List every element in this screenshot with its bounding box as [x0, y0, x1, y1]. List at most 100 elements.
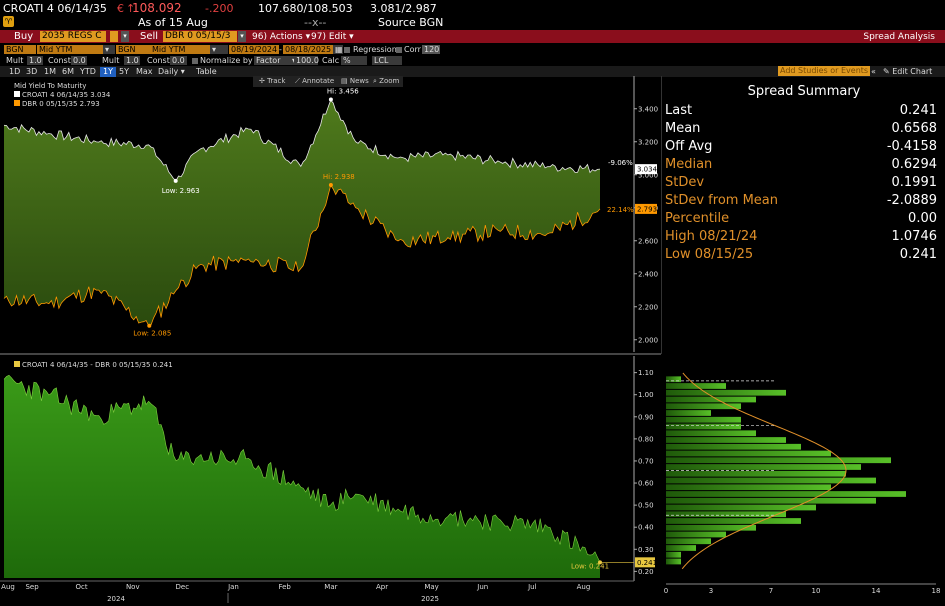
summary-label: Low 08/15/25 — [665, 247, 754, 262]
chevron-down-icon[interactable]: ▾ — [210, 45, 228, 54]
period-button[interactable]: 1D — [9, 67, 21, 76]
y-tick-label: 0.80 — [638, 435, 654, 443]
const1-field[interactable]: 0.0 — [71, 56, 87, 65]
yield-field-1[interactable]: Mid YTM — [37, 45, 103, 54]
extreme-marker — [328, 97, 333, 102]
summary-label: High 08/21/24 — [665, 229, 758, 244]
summary-label: StDev — [665, 175, 705, 190]
summary-value: 0.1991 — [891, 175, 938, 190]
chart-toolbar: ✢ Track ⟋ Annotate ▤ News ⌕ Zoom — [253, 76, 403, 87]
regression-checkbox[interactable] — [344, 47, 350, 53]
const2-field[interactable]: 0.0 — [170, 56, 187, 65]
histogram-bar — [666, 470, 846, 477]
action-bar: Buy 2035 REGS C ▾ Sell DBR 0 05/15/3 ▾ 9… — [0, 30, 945, 43]
const2-label: Const — [147, 56, 170, 65]
add-studies-field[interactable]: Add Studies or Events — [778, 66, 870, 76]
zoom-tool[interactable]: ⌕ Zoom — [373, 77, 400, 85]
last-value-text: 0.241 — [637, 559, 657, 567]
yield-field-2[interactable]: Mid YTM — [150, 45, 210, 54]
calendar-icon[interactable]: ▦ — [333, 45, 343, 54]
histogram-bar — [666, 524, 756, 531]
chevron-down-icon[interactable]: ▾ — [103, 45, 115, 54]
y-tick-label: 0.60 — [638, 480, 654, 488]
edit-menu[interactable]: 97) Edit ▾ — [311, 32, 354, 42]
pct-change-label: -9.06% — [608, 159, 633, 167]
buy-label: Buy — [14, 31, 34, 42]
corr-value-field[interactable]: 120 — [422, 45, 440, 54]
bloomberg-key-icon[interactable]: ♈ — [3, 16, 14, 27]
period-button[interactable]: 1M — [44, 67, 56, 76]
date-to-field[interactable]: 08/18/2025 — [283, 45, 333, 54]
actions-menu[interactable]: 96) Actions ▾ — [252, 32, 311, 42]
track-tool[interactable]: ✢ Track — [259, 77, 286, 85]
series-line-dbr — [3, 184, 601, 326]
collapse-icon[interactable]: « — [871, 67, 876, 76]
x-tick-label: Aug — [1, 583, 15, 591]
mult2-label: Mult — [102, 56, 120, 65]
mult1-field[interactable]: 1.0 — [27, 56, 43, 65]
lcl-select[interactable]: LCL — [372, 56, 402, 65]
period-button[interactable]: YTD — [80, 67, 96, 76]
summary-value: -0.4158 — [886, 139, 937, 154]
source2-field[interactable]: BGN — [116, 45, 150, 54]
edit-chart-button[interactable]: ✎ Edit Chart — [883, 67, 933, 76]
ticker-sub-bar: ♈ As of 15 Aug --x-- Source BGN — [0, 16, 945, 30]
x-tick-label: Nov — [126, 583, 140, 591]
x-tick-label: Dec — [176, 583, 190, 591]
histogram-bar — [666, 504, 816, 511]
period-button[interactable]: 6M — [62, 67, 74, 76]
histogram-bar — [666, 423, 741, 430]
y-tick-label: 0.70 — [638, 457, 654, 465]
chart-area[interactable]: 3.4003.2003.0002.8002.6002.4002.2002.000… — [0, 76, 661, 606]
sell-security-field[interactable]: DBR 0 05/15/3 — [163, 31, 237, 42]
summary-row: Last 0.241 — [665, 102, 937, 120]
annotate-tool[interactable]: ⟋ Annotate — [295, 77, 335, 85]
news-tool[interactable]: ▤ News — [341, 77, 369, 85]
summary-value: 0.6294 — [891, 157, 938, 172]
chevron-down-icon[interactable]: ▾ — [238, 31, 246, 42]
x-tick-label: 14 — [872, 587, 881, 595]
period-button-active[interactable]: 1Y — [100, 67, 116, 77]
histogram: 0 3 7 10 14 18 — [664, 372, 941, 595]
controls-panel: BGN Mid YTM ▾ BGN Mid YTM ▾ 08/19/2024 -… — [0, 44, 945, 78]
chevron-down-icon[interactable]: ▾ — [121, 31, 129, 42]
period-button[interactable]: Max — [136, 67, 153, 76]
mult2-field[interactable]: 1.0 — [124, 56, 140, 65]
as-of-date: As of 15 Aug — [138, 16, 208, 29]
normalize-select[interactable]: Factor — [254, 56, 290, 65]
pct-change-label: 22.14% — [607, 206, 634, 214]
x-tick-label: Jan — [227, 583, 239, 591]
year-label: 2024 — [107, 595, 125, 603]
mult1-label: Mult — [6, 56, 24, 65]
extreme-marker — [147, 323, 152, 328]
date-from-field[interactable]: 08/19/2024 — [229, 45, 279, 54]
factor-field[interactable]: 100.0 — [294, 56, 319, 65]
histogram-bar — [666, 464, 861, 470]
last-value-badge — [635, 203, 657, 214]
year-label: 2025 — [421, 595, 439, 603]
buy-dropdown[interactable] — [110, 31, 118, 42]
source1-field[interactable]: BGN — [4, 45, 36, 54]
histogram-bar — [666, 558, 681, 565]
spread-line — [3, 374, 601, 563]
y-tick-label: 3.000 — [638, 171, 658, 179]
summary-row: High 08/21/24 1.0746 — [665, 228, 937, 246]
summary-row: Percentile 0.00 — [665, 210, 937, 228]
y-tick-label: 0.50 — [638, 502, 654, 510]
y-tick-label: 3.400 — [638, 105, 658, 113]
top-legend: Mid Yield To Maturity CROATI 4 06/14/35 … — [14, 82, 110, 109]
normalize-checkbox[interactable] — [192, 58, 198, 64]
x-tick-label: 18 — [932, 587, 941, 595]
buy-security-field[interactable]: 2035 REGS C — [40, 31, 106, 42]
histogram-bar — [666, 396, 756, 403]
period-button[interactable]: 3D — [26, 67, 38, 76]
period-button[interactable]: 5Y — [119, 67, 129, 76]
calc-select[interactable]: % — [341, 56, 367, 65]
corr-label: Corr — [404, 45, 421, 54]
frequency-select[interactable]: Daily ▾ — [158, 67, 185, 76]
table-button[interactable]: Table — [196, 67, 217, 76]
corr-checkbox[interactable] — [396, 47, 402, 53]
last-value-text: 3.034 — [637, 166, 658, 174]
histogram-bar — [666, 376, 681, 383]
ticker-bar: CROATI 4 06/14/35 € ↑ 108.092 -.200 107.… — [0, 0, 945, 16]
